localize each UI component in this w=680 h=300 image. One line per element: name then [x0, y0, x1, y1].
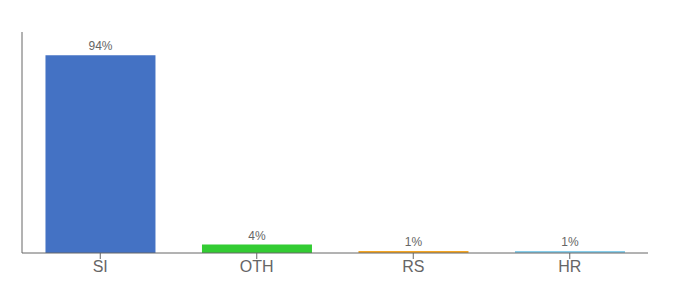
svg-text:1%: 1%	[561, 235, 579, 249]
svg-text:HR: HR	[558, 258, 581, 275]
svg-text:SI: SI	[93, 258, 108, 275]
svg-text:1%: 1%	[405, 235, 423, 249]
svg-text:4%: 4%	[248, 229, 266, 243]
svg-text:94%: 94%	[88, 39, 112, 53]
svg-text:RS: RS	[402, 258, 424, 275]
svg-text:OTH: OTH	[240, 258, 274, 275]
